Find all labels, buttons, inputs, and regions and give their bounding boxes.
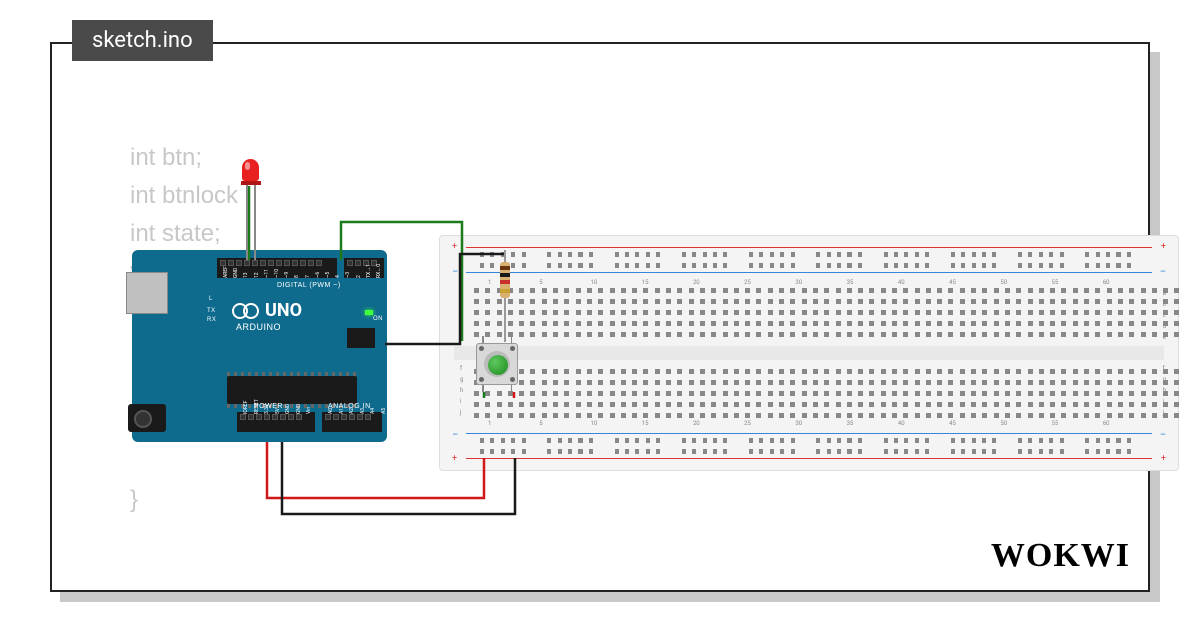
- red-led[interactable]: [242, 159, 261, 185]
- resistor-band-1: [500, 266, 510, 270]
- button-pin-br: [511, 384, 513, 392]
- led-bulb: [242, 159, 259, 181]
- led-base: [241, 181, 261, 185]
- resistor-band-2: [500, 273, 510, 277]
- push-button[interactable]: [476, 343, 518, 385]
- wokwi-logo: WOKWI: [991, 537, 1130, 575]
- button-pin-bl: [482, 384, 484, 392]
- button-body: [476, 343, 518, 385]
- project-card: int btn; int btnlock int state; void b p…: [50, 42, 1150, 592]
- button-cap: [488, 355, 508, 375]
- wire[interactable]: [282, 442, 515, 514]
- wire[interactable]: [385, 254, 504, 344]
- resistor-lead-bottom: [504, 298, 506, 342]
- resistor-band-4: [500, 289, 510, 293]
- resistor-lead-top: [504, 250, 506, 262]
- led-cathode: [246, 185, 248, 260]
- resistor-band-3: [500, 280, 510, 284]
- led-anode: [254, 185, 256, 260]
- wire[interactable]: [267, 442, 484, 498]
- resistor-body: [500, 262, 510, 298]
- simulation-area: UNO ARDUINO DIGITAL (PWM ~) POWER ANALOG…: [52, 44, 1148, 590]
- wire[interactable]: [341, 222, 462, 341]
- wires-layer: [52, 44, 1152, 594]
- resistor[interactable]: [500, 262, 510, 298]
- file-tab[interactable]: sketch.ino: [72, 20, 213, 61]
- file-tab-label: sketch.ino: [92, 28, 193, 53]
